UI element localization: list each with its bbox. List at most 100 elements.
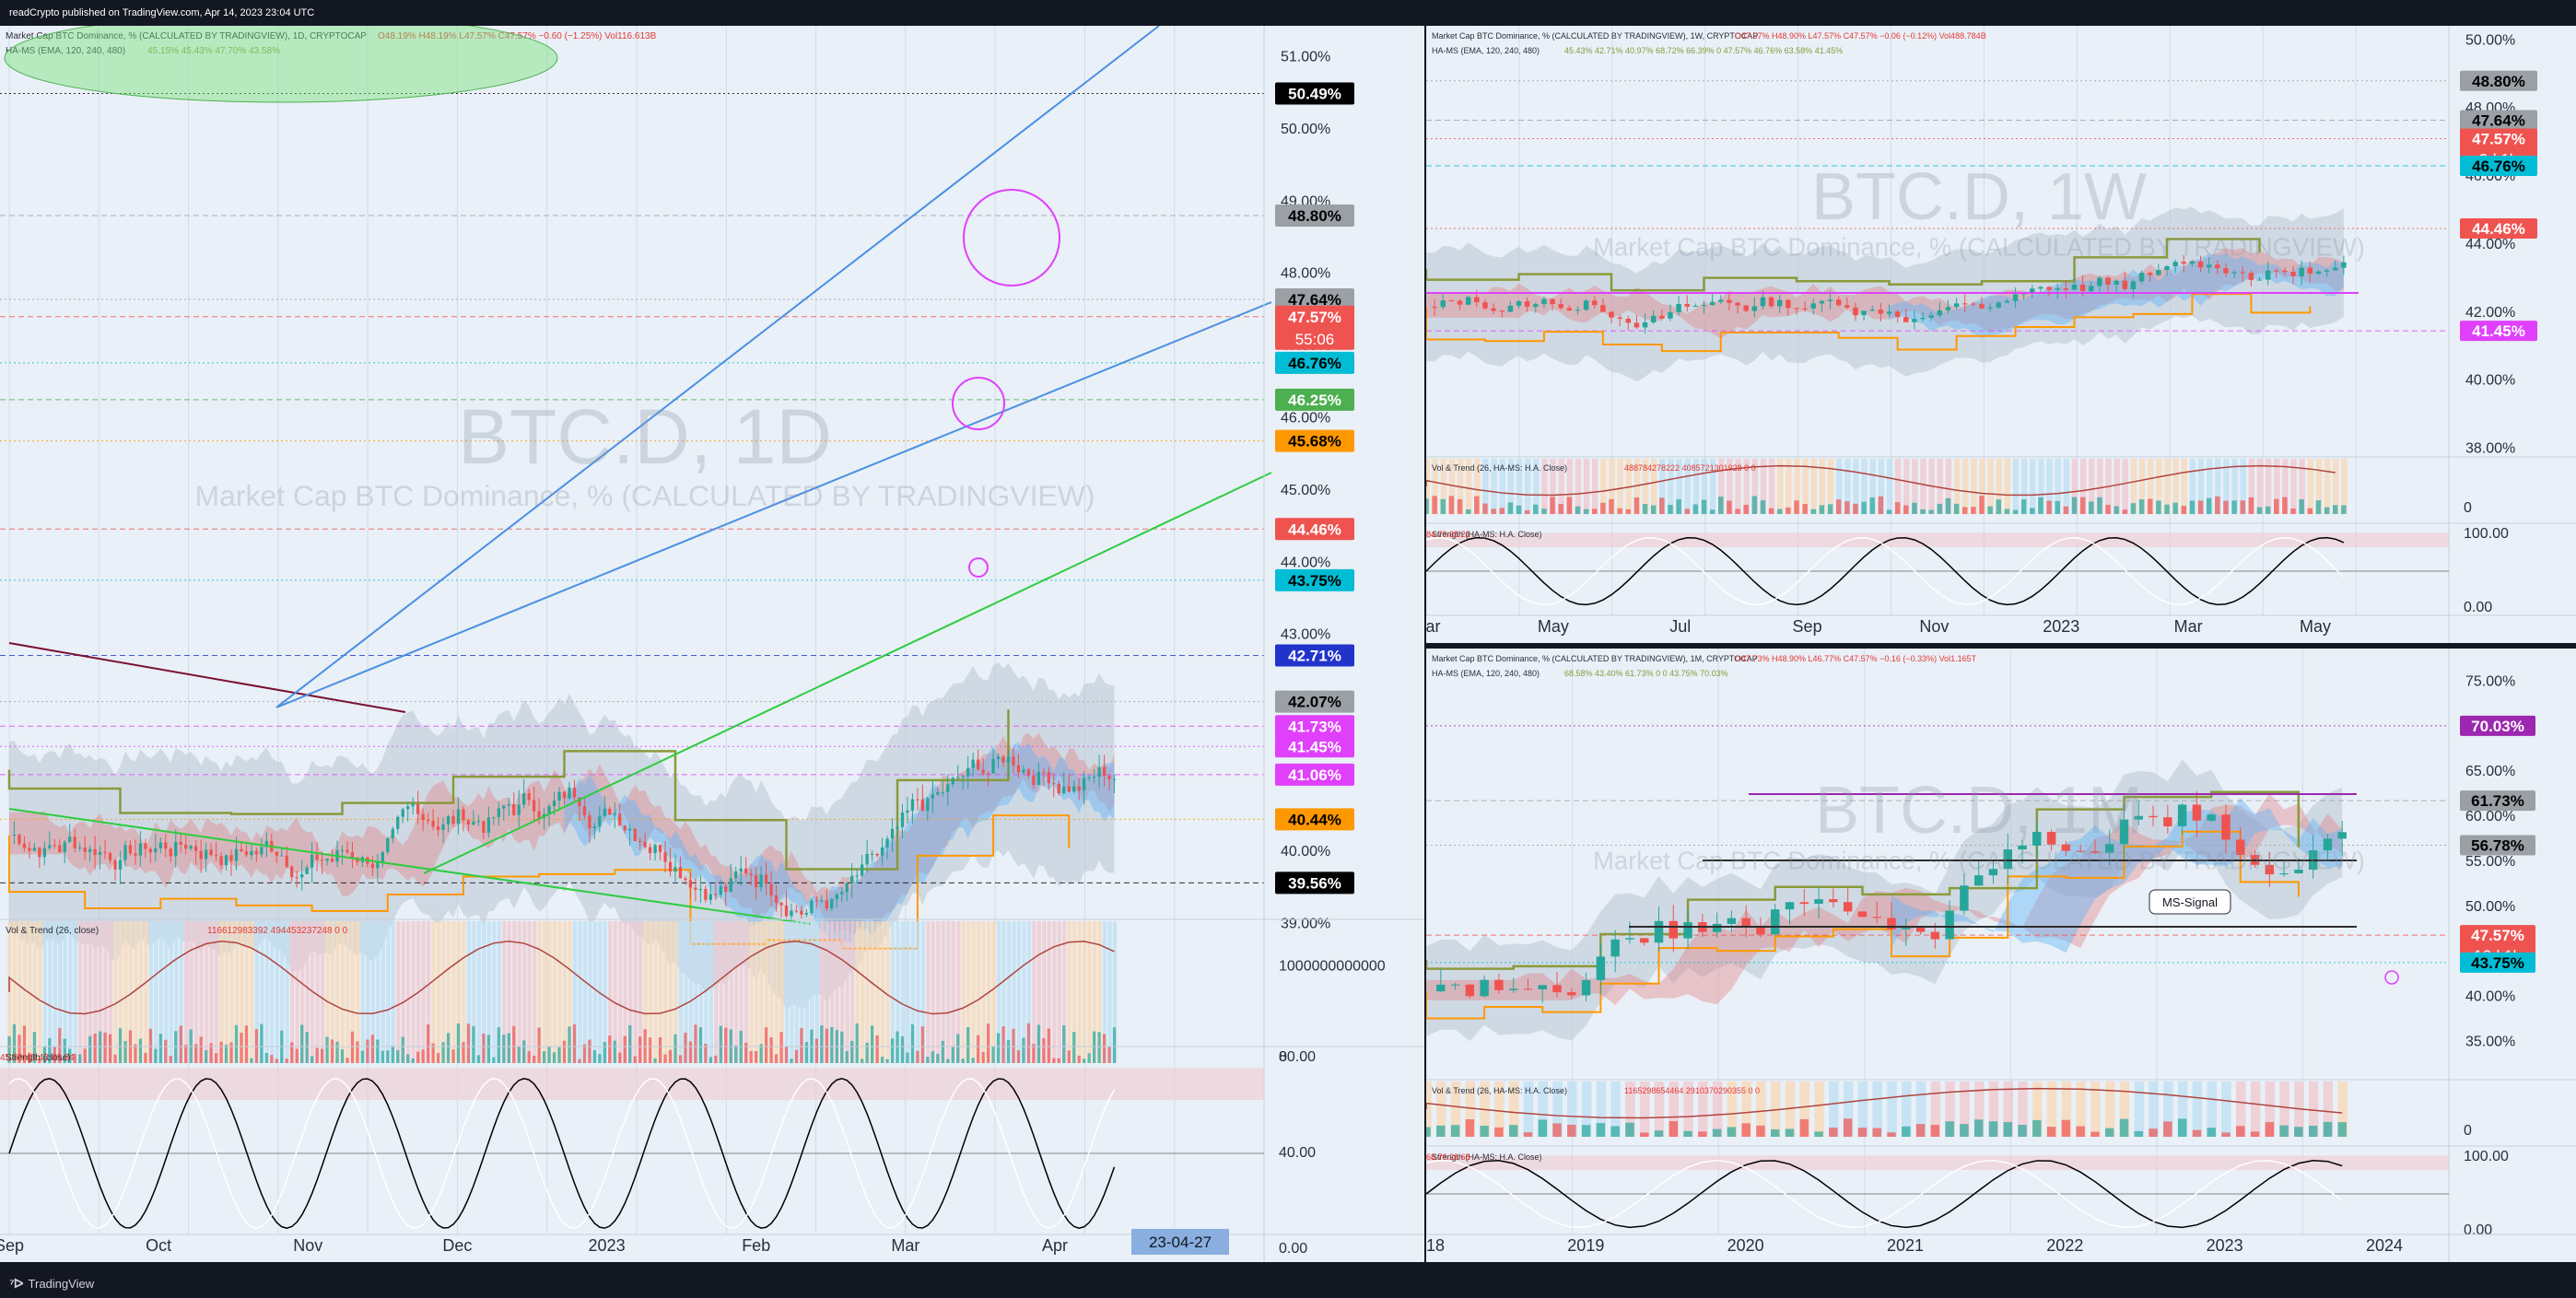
volume-bar xyxy=(48,1038,52,1063)
trend-background-bar xyxy=(668,921,673,1063)
trend-background-bar xyxy=(1786,459,1792,514)
candle-body xyxy=(1960,885,1969,911)
trend-background-bar xyxy=(1591,459,1598,514)
candle-body xyxy=(2122,280,2128,289)
volume-bar xyxy=(1987,506,1993,514)
volume-bar xyxy=(1541,509,1547,514)
candle-body xyxy=(704,888,708,900)
trend-background-bar xyxy=(845,921,849,1063)
price-axis-tick: 35.00% xyxy=(2465,1034,2515,1049)
candle-body xyxy=(189,846,193,849)
trend-background-bar xyxy=(2181,459,2188,514)
candle-body xyxy=(2324,270,2330,272)
candle-body xyxy=(1684,303,1690,307)
trend-background-bar xyxy=(1001,921,1006,1063)
trend-background-bar xyxy=(1575,459,1582,514)
volume-bar xyxy=(1669,1120,1679,1137)
price-label-text: 47.64% xyxy=(1288,291,1341,309)
volume-bar xyxy=(2231,500,2237,514)
resistance-step-line xyxy=(1426,790,2301,970)
volume-bar xyxy=(845,1050,849,1063)
time-axis-label: Sep xyxy=(0,1236,24,1255)
trend-background-bar xyxy=(840,921,845,1063)
candle-body xyxy=(1786,299,1791,309)
candle-body xyxy=(1853,307,1858,316)
candle-body xyxy=(2018,845,2027,850)
trend-background-bar xyxy=(1953,459,1961,514)
candle-body xyxy=(1937,310,1943,316)
candle-body xyxy=(476,821,481,823)
trend-background-bar xyxy=(981,921,986,1063)
volume-bar xyxy=(350,1031,355,1063)
monthly-chart-panel[interactable]: BTC.D, 1M Market Cap BTC Dominance, % (CA… xyxy=(1426,649,2576,1262)
candle-body xyxy=(552,801,556,807)
volume-bar xyxy=(1600,502,1606,514)
price-label-badge xyxy=(1275,568,1354,591)
footer-logo[interactable]: ⁷ᐅ TradingView xyxy=(9,1276,94,1292)
volume-bar xyxy=(2063,506,2069,514)
candle-body xyxy=(381,852,384,862)
candle-body xyxy=(896,826,899,829)
price-label-text: 43.75% xyxy=(1288,572,1341,590)
volume-bar xyxy=(204,1049,208,1063)
volume-bar xyxy=(648,1037,652,1063)
price-label-text: 61.73% xyxy=(2471,792,2524,810)
candle-body xyxy=(1596,956,1606,980)
candle-body xyxy=(1760,297,1766,307)
candle-body xyxy=(986,773,990,775)
candle-body xyxy=(2149,815,2158,818)
trend-background-bar xyxy=(1915,1082,1926,1137)
candle-body xyxy=(2105,277,2111,285)
volume-bar xyxy=(512,1025,516,1063)
candle-body xyxy=(1799,902,1809,905)
trend-background-bar xyxy=(1097,921,1102,1063)
trend-background-bar xyxy=(381,921,385,1063)
candle-body xyxy=(1516,301,1522,306)
volume-bar xyxy=(2256,507,2263,514)
trend-background-bar xyxy=(1843,1082,1854,1137)
volume-bar xyxy=(1523,1132,1533,1137)
trend-background-bar xyxy=(406,921,411,1063)
trend-background-bar xyxy=(1973,1082,1985,1137)
candle-body xyxy=(1709,301,1715,306)
trend-background-bar xyxy=(1426,459,1430,514)
ema-ribbon-red xyxy=(9,732,1115,935)
candle-body xyxy=(451,816,455,824)
volume-bar xyxy=(366,1039,369,1063)
trend-background-bar xyxy=(1988,1082,1999,1137)
candle-body xyxy=(885,838,889,848)
volume-bar xyxy=(2122,509,2128,514)
candle-body xyxy=(472,821,475,825)
volume-bar xyxy=(2090,1131,2100,1137)
weekly-chart-panel[interactable]: BTC.D, 1W Market Cap BTC Dominance, % (CA… xyxy=(1426,26,2576,643)
volume-bar xyxy=(794,1049,799,1063)
price-axis-tick: 60.00% xyxy=(2465,809,2515,824)
price-label-badge xyxy=(2460,156,2537,176)
volume-bar xyxy=(1894,502,1901,514)
candle-body xyxy=(2147,273,2153,275)
candle-body xyxy=(1457,300,1463,305)
trend-background-bar xyxy=(1006,921,1012,1063)
trend-background-bar xyxy=(28,921,32,1063)
candle-body xyxy=(138,843,143,856)
trend-background-bar xyxy=(1465,1082,1476,1137)
trend-background-bar xyxy=(1639,1082,1650,1137)
candle-body xyxy=(2299,267,2304,276)
candle-body xyxy=(401,809,404,817)
trend-background-bar xyxy=(2076,1082,2086,1137)
trend-background-bar xyxy=(694,921,698,1063)
volume-bar xyxy=(1491,509,1496,514)
time-axis-label: Nov xyxy=(293,1236,322,1255)
trend-background-bar xyxy=(53,921,57,1063)
trend-background-bar xyxy=(250,921,254,1063)
daily-chart-panel[interactable]: BTC.D, 1D Market Cap BTC Dominance, % (CA… xyxy=(0,26,1424,1262)
trend-background-bar xyxy=(169,921,173,1063)
candle-body xyxy=(1052,783,1056,785)
candle-body xyxy=(2240,272,2245,274)
volume-bar xyxy=(1609,498,1614,514)
trend-background-bar xyxy=(1533,459,1540,514)
trend-background-bar xyxy=(936,921,941,1063)
